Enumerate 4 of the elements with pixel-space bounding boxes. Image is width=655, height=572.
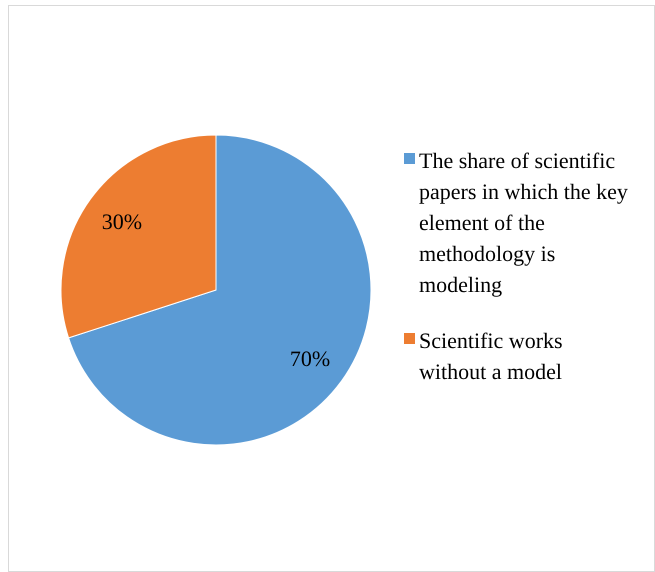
legend-label: Scientific works without a model: [419, 328, 563, 384]
legend-label: The share of scientific papers in which the key element of the methodology is modeling: [419, 148, 628, 296]
data-label: 70%: [290, 346, 330, 371]
data-label: 30%: [102, 209, 142, 234]
